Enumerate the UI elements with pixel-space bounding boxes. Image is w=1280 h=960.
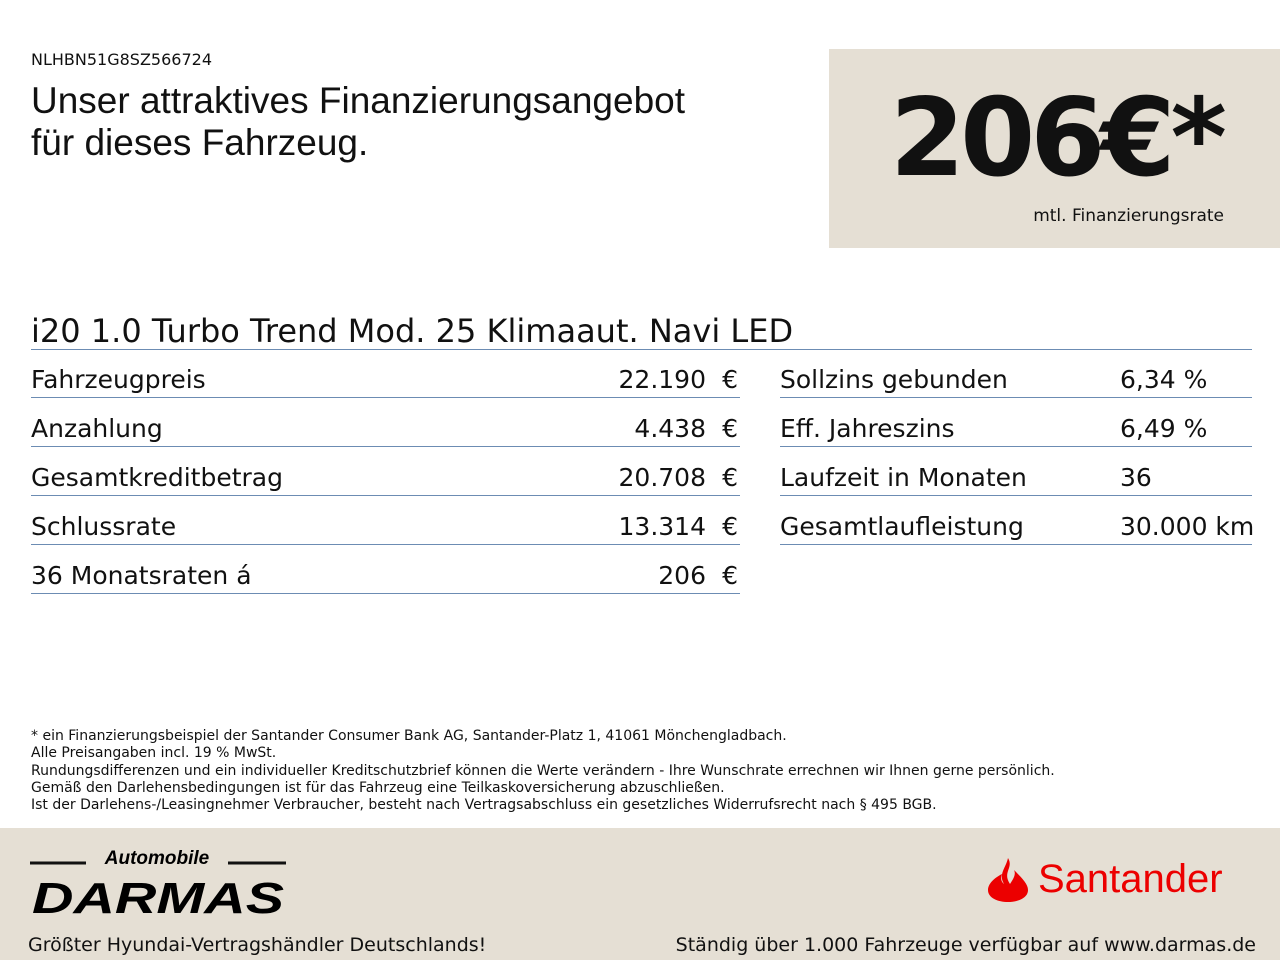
disclaimer-line: Gemäß den Darlehensbedingungen ist für d… — [31, 779, 725, 796]
finance-row: Sollzins gebunden 6,34 % — [780, 362, 1252, 398]
disclaimer: * ein Finanzierungsbeispiel der Santande… — [31, 728, 1055, 814]
row-unit: € — [722, 365, 738, 394]
santander-logo-text: Santander — [1038, 856, 1223, 901]
row-label: Gesamtkreditbetrag — [31, 463, 283, 492]
disclaimer-line: Alle Preisangaben incl. 19 % MwSt. — [31, 745, 277, 762]
row-value: 20.708 — [618, 463, 706, 492]
row-value: 30.000 km — [1120, 512, 1255, 541]
santander-flame-icon — [988, 858, 1028, 902]
darmas-logo-main: DARMAS — [32, 874, 284, 916]
row-label: Gesamtlaufleistung — [780, 512, 1024, 541]
finance-row: Gesamtlaufleistung 30.000 km — [780, 509, 1255, 545]
row-unit: € — [722, 463, 738, 492]
row-value: 4.438 — [634, 414, 706, 443]
row-label: Fahrzeugpreis — [31, 365, 206, 394]
disclaimer-line: Rundungsdifferenzen und ein individuelle… — [31, 762, 1055, 779]
disclaimer-line: Ist der Darlehens-/Leasingnehmer Verbrau… — [31, 797, 937, 814]
footer: Automobile DARMAS Santander Größter Hyun… — [0, 828, 1280, 960]
finance-row: Eff. Jahreszins 6,49 % — [780, 411, 1252, 447]
vin: NLHBN51G8SZ566724 — [31, 50, 212, 69]
price-row: Schlussrate 13.314 € — [31, 509, 740, 545]
row-value: 13.314 — [618, 512, 706, 541]
row-value: 6,34 % — [1120, 365, 1208, 394]
footer-right-text: Ständig über 1.000 Fahrzeuge verfügbar a… — [675, 934, 1256, 956]
darmas-logo-top: Automobile — [104, 848, 210, 869]
darmas-logo: Automobile DARMAS — [30, 848, 286, 916]
finance-row: Laufzeit in Monaten 36 — [780, 460, 1252, 496]
price-row: 36 Monatsraten á 206 € — [31, 558, 740, 594]
row-label: Sollzins gebunden — [780, 365, 1008, 394]
row-value: 36 — [1120, 463, 1152, 492]
price-box: 206€* mtl. Finanzierungsrate — [829, 49, 1280, 248]
monthly-rate-label: mtl. Finanzierungsrate — [1033, 206, 1224, 226]
row-unit: € — [722, 561, 738, 590]
row-label: Schlussrate — [31, 512, 177, 541]
headline-line-2: für dieses Fahrzeug. — [31, 122, 369, 163]
row-unit: € — [722, 512, 738, 541]
footer-left-text: Größter Hyundai-Vertragshändler Deutschl… — [28, 934, 487, 956]
price-row: Anzahlung 4.438 € — [31, 411, 740, 447]
row-label: 36 Monatsraten á — [31, 561, 252, 590]
row-label: Laufzeit in Monaten — [780, 463, 1027, 492]
row-label: Anzahlung — [31, 414, 163, 443]
model-title: i20 1.0 Turbo Trend Mod. 25 Klimaaut. Na… — [31, 312, 1252, 350]
price-row: Gesamtkreditbetrag 20.708 € — [31, 460, 740, 496]
monthly-rate: 206€* — [889, 76, 1227, 201]
santander-logo: Santander — [984, 854, 1223, 904]
row-value: 6,49 % — [1120, 414, 1208, 443]
row-unit: € — [722, 414, 738, 443]
price-row: Fahrzeugpreis 22.190 € — [31, 362, 740, 398]
disclaimer-line: * ein Finanzierungsbeispiel der Santande… — [31, 728, 787, 744]
row-label: Eff. Jahreszins — [780, 414, 955, 443]
headline: Unser attraktives Finanzierungsangebot f… — [31, 80, 821, 164]
row-value: 206 — [658, 561, 706, 590]
headline-line-1: Unser attraktives Finanzierungsangebot — [31, 80, 686, 121]
row-value: 22.190 — [618, 365, 706, 394]
